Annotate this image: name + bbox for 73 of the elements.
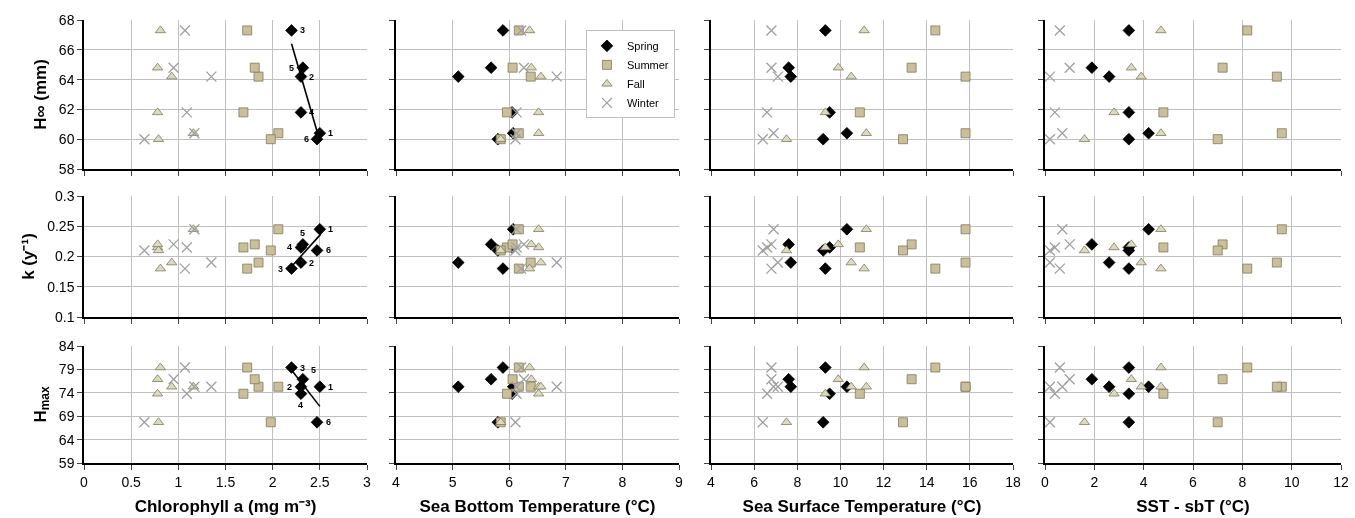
y-tick-label: 84 — [58, 337, 75, 354]
x-axis-title: Sea Surface Temperature (°C) — [742, 497, 982, 517]
x-tick-label: 6 — [505, 473, 514, 490]
annotation: 6 — [326, 245, 332, 255]
annotation: 4 — [309, 107, 315, 117]
y-axis-title: k (y⁻¹) — [19, 233, 39, 280]
annotation: 2 — [287, 382, 293, 392]
x-tick-label: 12 — [1333, 473, 1349, 490]
annotation: 5 — [289, 63, 295, 73]
annotation: 6 — [326, 417, 332, 427]
x-tick-label: 4 — [707, 473, 716, 490]
x-tick-label: 0 — [1041, 473, 1050, 490]
x-tick-label: 4 — [1139, 473, 1148, 490]
legend-label: Spring — [626, 40, 659, 53]
annotation: 4 — [287, 242, 293, 252]
y-axis-title: H∞ (mm) — [30, 59, 50, 130]
x-tick-label: 6 — [1189, 473, 1198, 490]
y-tick-label: 69 — [58, 408, 75, 425]
x-tick-label: 1 — [174, 473, 183, 490]
x-tick-label: 2.5 — [310, 473, 330, 490]
x-tick-label: 5 — [448, 473, 457, 490]
legend-label: Fall — [626, 78, 645, 91]
x-axis-title: SST - sbT (°C) — [1136, 497, 1250, 517]
x-axis-title: Chlorophyll a (mg m⁻³) — [134, 497, 317, 517]
annotation: 5 — [311, 365, 317, 375]
annotation: 2 — [309, 72, 315, 82]
annotation: 2 — [309, 258, 315, 268]
x-tick-label: 4 — [392, 473, 401, 490]
x-tick-label: 2 — [268, 473, 277, 490]
x-tick-label: 9 — [675, 473, 684, 490]
x-tick-label: 2 — [1090, 473, 1099, 490]
y-tick-label: 0.3 — [54, 187, 75, 204]
x-tick-label: 8 — [793, 473, 802, 490]
y-tick-label: 74 — [58, 384, 75, 401]
y-tick-label: 60 — [58, 131, 75, 148]
x-tick-label: 1.5 — [215, 473, 236, 490]
x-tick-label: 14 — [918, 473, 935, 490]
x-tick-label: 18 — [1005, 473, 1021, 490]
y-tick-label: 68 — [58, 11, 75, 28]
annotation: 3 — [300, 25, 306, 35]
x-tick-label: 10 — [1283, 473, 1300, 490]
x-tick-label: 3 — [363, 473, 372, 490]
y-tick-label: 0.2 — [54, 248, 75, 265]
y-tick-label: 62 — [58, 101, 75, 118]
y-tick-label: 0.15 — [47, 278, 75, 295]
y-tick-label: 0.1 — [54, 308, 75, 325]
x-tick-label: 8 — [618, 473, 627, 490]
x-tick-label: 16 — [962, 473, 978, 490]
annotation: 1 — [328, 128, 334, 138]
annotation: 3 — [278, 264, 284, 274]
y-tick-label: 64 — [58, 71, 75, 88]
x-tick-label: 0 — [80, 473, 89, 490]
y-tick-label: 59 — [58, 454, 75, 471]
y-tick-label: 58 — [58, 160, 75, 177]
x-axis-title: Sea Bottom Temperature (°C) — [419, 497, 656, 517]
x-tick-label: 12 — [875, 473, 892, 490]
annotation: 1 — [328, 224, 334, 234]
x-tick-label: 7 — [561, 473, 570, 490]
legend-label: Summer — [626, 59, 669, 72]
x-tick-label: 10 — [832, 473, 849, 490]
annotation: 6 — [304, 134, 310, 144]
annotation: 1 — [328, 382, 334, 392]
y-tick-label: 64 — [58, 431, 75, 448]
annotation: 4 — [298, 400, 304, 410]
x-tick-label: 8 — [1238, 473, 1247, 490]
y-tick-label: 79 — [58, 361, 75, 378]
legend-label: Winter — [626, 97, 660, 110]
y-tick-label: 0.25 — [47, 218, 75, 235]
annotation: 5 — [300, 228, 306, 238]
y-tick-label: 66 — [58, 41, 75, 58]
x-tick-label: 0.5 — [121, 473, 142, 490]
annotation: 3 — [300, 363, 306, 373]
x-tick-label: 6 — [750, 473, 759, 490]
